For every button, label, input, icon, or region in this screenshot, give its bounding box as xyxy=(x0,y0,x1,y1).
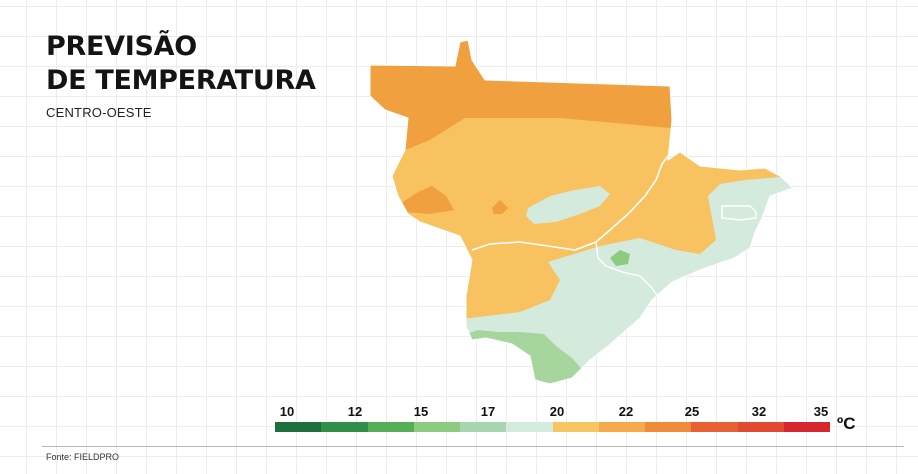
legend-swatch xyxy=(460,422,507,432)
state-border-df xyxy=(721,205,757,221)
title-line-1: PREVISÃO xyxy=(46,31,197,62)
region-subtitle: CENTRO-OESTE xyxy=(46,105,152,120)
legend-swatch xyxy=(645,422,692,432)
legend-tick: 22 xyxy=(618,404,634,419)
legend-unit: ºC xyxy=(837,414,856,433)
region-outline xyxy=(369,39,794,385)
legend-swatch xyxy=(275,422,322,432)
legend-tick: 15 xyxy=(413,404,429,419)
legend-swatch xyxy=(506,422,553,432)
footer-divider xyxy=(42,446,904,447)
zone-west-patch xyxy=(400,186,454,214)
legend-tick: 12 xyxy=(347,404,363,419)
legend-swatch xyxy=(321,422,368,432)
legend-tick: 25 xyxy=(684,404,700,419)
legend-tick: 32 xyxy=(751,404,767,419)
legend-swatch xyxy=(413,422,460,432)
zone-cool-spot xyxy=(610,250,630,266)
legend-swatch xyxy=(552,422,599,432)
zone-inner-cool xyxy=(526,186,610,224)
legend-color-bar xyxy=(275,422,830,432)
state-border-mt-ms-go xyxy=(471,155,669,251)
temperature-legend: 10 12 15 17 20 22 25 32 35 ºC xyxy=(275,404,875,444)
title-line-2: DE TEMPERATURA xyxy=(46,65,316,96)
legend-swatch xyxy=(367,422,414,432)
legend-tick: 17 xyxy=(480,404,496,419)
source-credit: Fonte: FIELDPRO xyxy=(46,452,120,462)
page-title: PREVISÃO DE TEMPERATURA xyxy=(46,30,316,98)
legend-tick: 35 xyxy=(813,404,829,419)
legend-tick: 20 xyxy=(549,404,565,419)
state-border-ms-go xyxy=(595,241,661,301)
legend-swatch xyxy=(691,422,738,432)
zone-spot xyxy=(492,200,508,214)
legend-swatch xyxy=(598,422,645,432)
legend-tick: 10 xyxy=(279,404,295,419)
legend-swatch xyxy=(737,422,784,432)
legend-swatch xyxy=(783,422,830,432)
